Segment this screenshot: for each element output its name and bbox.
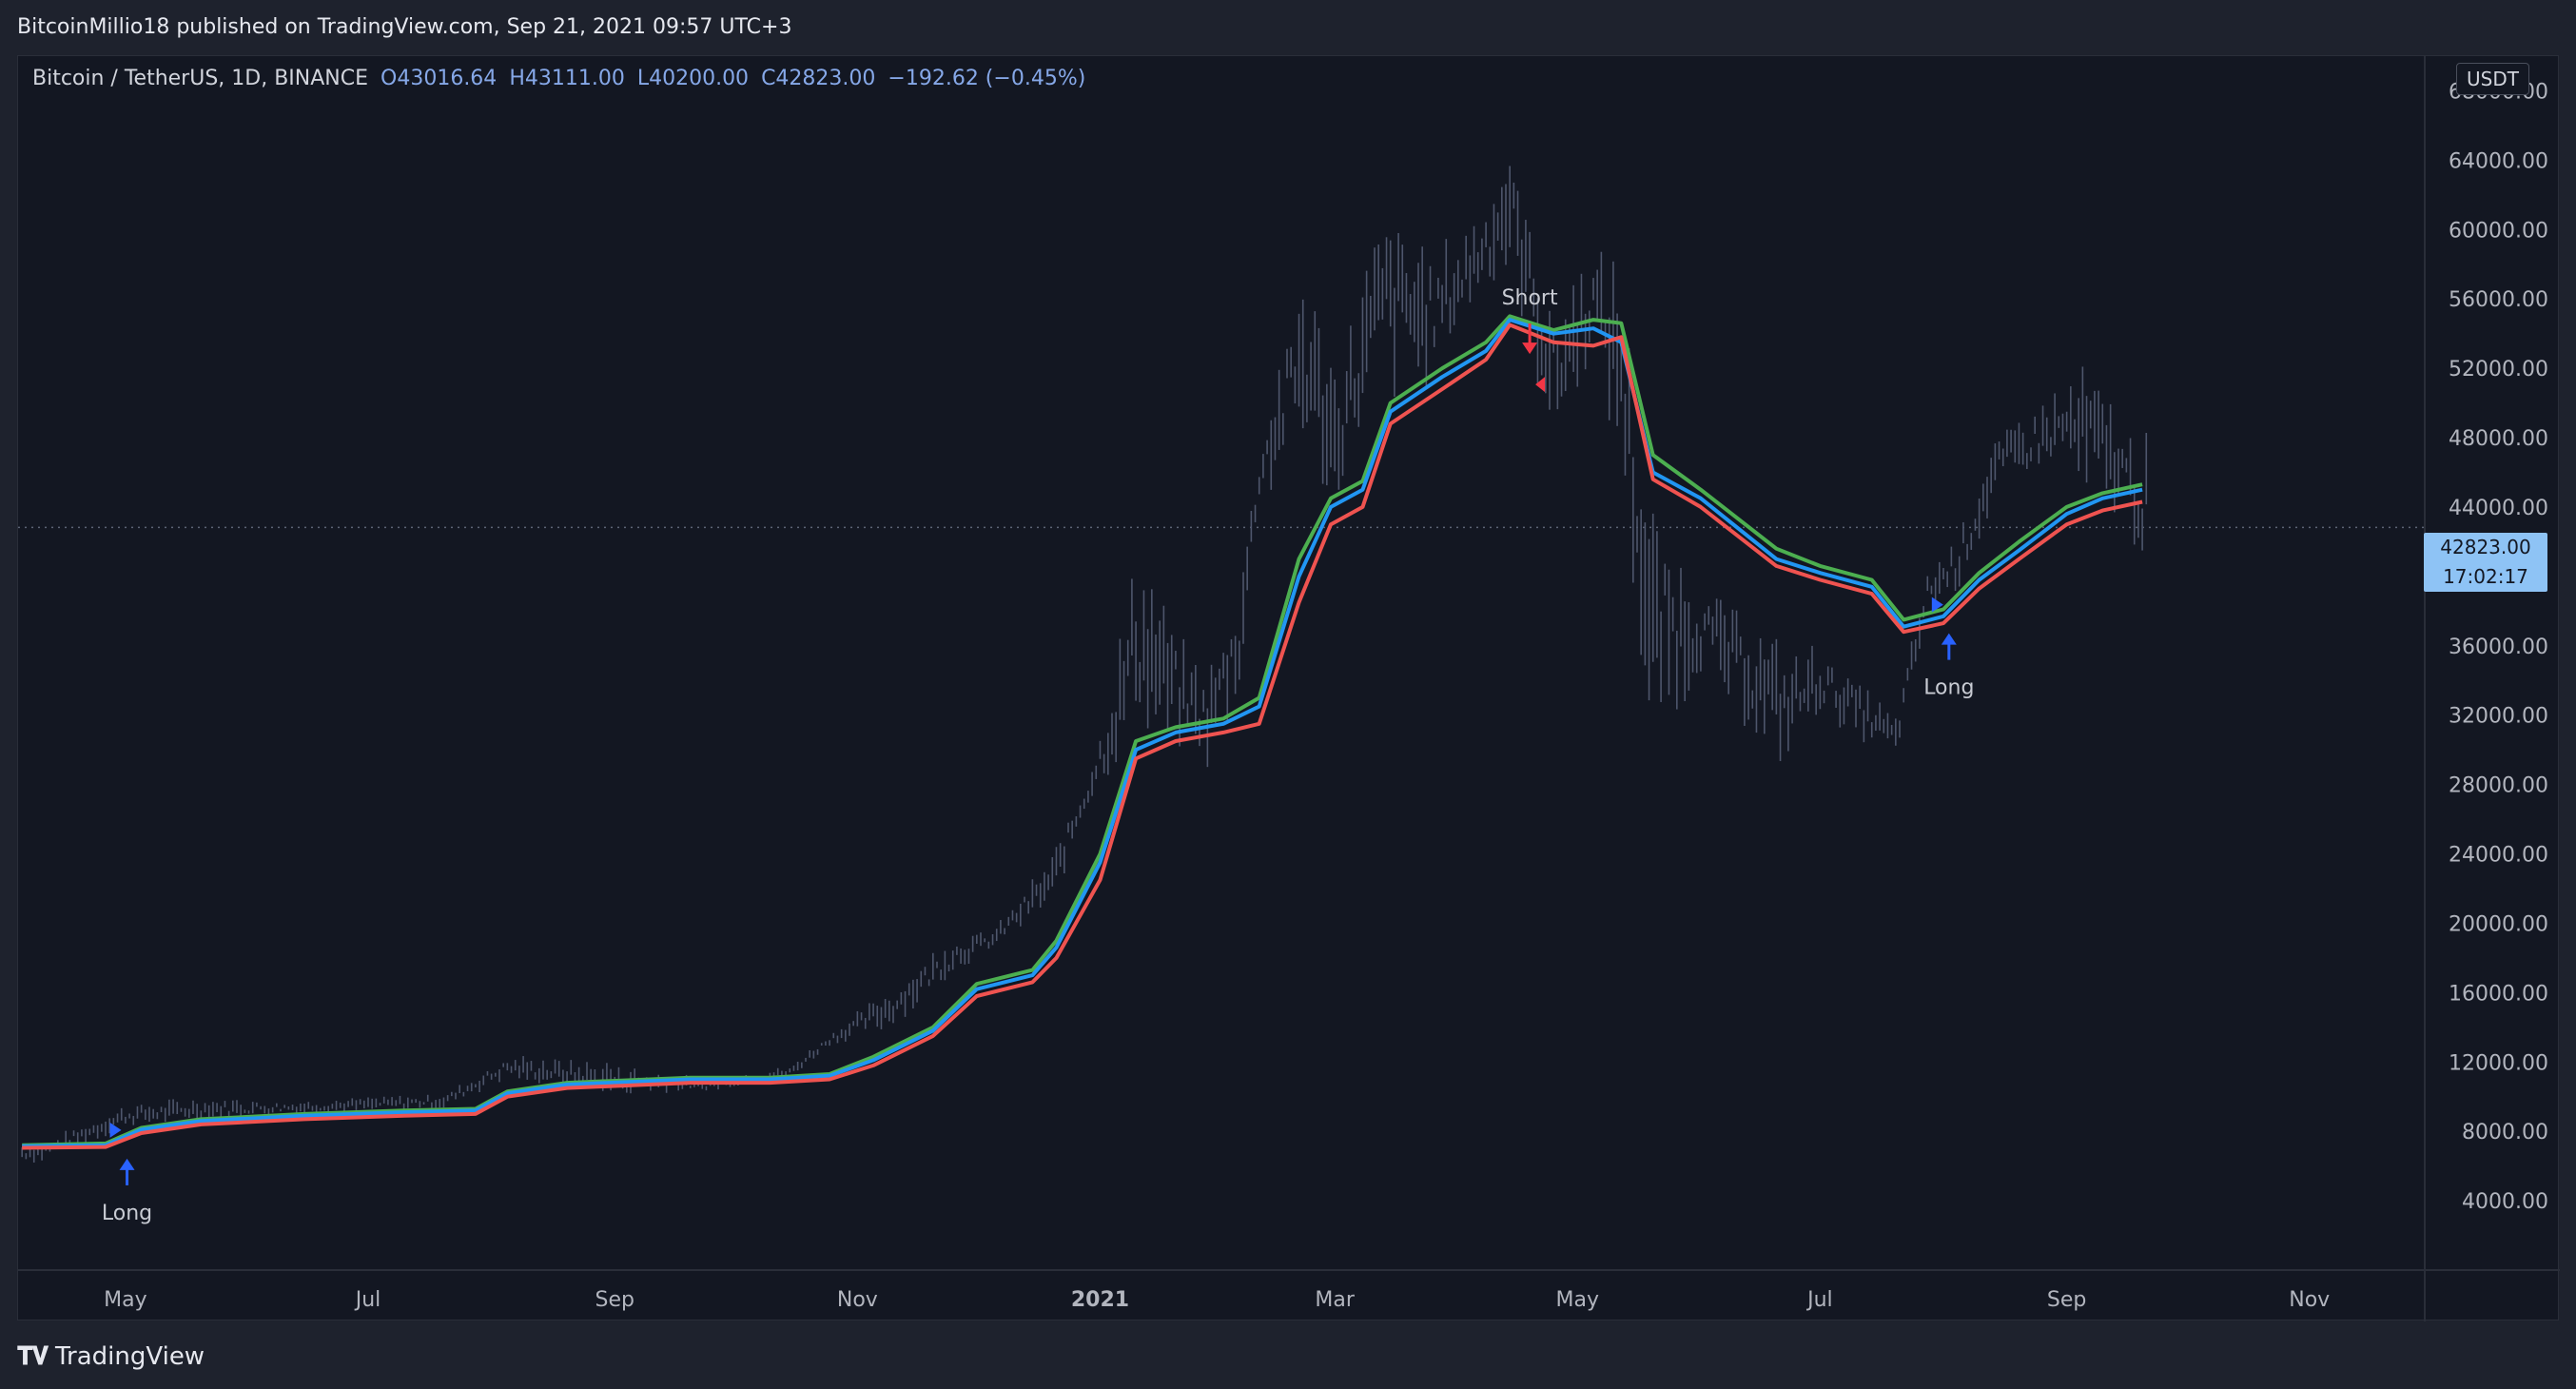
band-line-1 <box>22 318 2143 1148</box>
x-tick-label: Jul <box>354 1288 381 1312</box>
y-tick-label: 56000.00 <box>2449 288 2548 312</box>
x-tick-label: Nov <box>2289 1288 2330 1312</box>
long-arrow-head <box>1941 633 1957 645</box>
y-tick-label: 24000.00 <box>2449 844 2548 868</box>
long-arrow-head <box>119 1158 135 1170</box>
x-tick-label: Sep <box>2047 1288 2086 1312</box>
y-tick-label: 36000.00 <box>2449 636 2548 659</box>
x-tick-label: Jul <box>1805 1288 1833 1312</box>
bar-countdown: 17:02:17 <box>2443 565 2528 588</box>
axes: 4000.00 8000.00 12000.00 16000.00 20000.00 24… <box>18 56 2560 1321</box>
close-value: C42823.00 <box>761 67 876 90</box>
price-bars <box>21 166 2148 1163</box>
change-value: −192.62 (−0.45%) <box>888 67 1086 90</box>
signals: Long Short Long <box>102 286 1975 1225</box>
x-tick-label: Mar <box>1315 1288 1355 1312</box>
chart-frame[interactable]: 4000.00 8000.00 12000.00 16000.00 20000.00 24… <box>17 55 2560 1321</box>
long-marker <box>1931 597 1943 613</box>
band-line-2 <box>22 323 2143 1150</box>
x-tick-label: Nov <box>837 1288 878 1312</box>
x-tick-label: May <box>104 1288 146 1312</box>
y-tick-label: 8000.00 <box>2462 1121 2548 1144</box>
currency-selector[interactable]: USDT <box>2456 63 2529 95</box>
y-tick-label: 28000.00 <box>2449 774 2548 798</box>
long-label: Long <box>102 1202 152 1225</box>
y-tick-label: 4000.00 <box>2462 1190 2548 1214</box>
publish-info: BitcoinMillio18 published on TradingView… <box>17 15 792 39</box>
y-tick-label: 52000.00 <box>2449 358 2548 381</box>
low-value: L40200.00 <box>636 67 750 90</box>
band-lines <box>22 314 2143 1150</box>
brand-name: TradingView <box>54 1342 205 1371</box>
y-tick-label: 16000.00 <box>2449 982 2548 1006</box>
y-tick-label: 60000.00 <box>2449 219 2548 243</box>
open-value: O43016.64 <box>381 67 498 90</box>
y-tick-label: 64000.00 <box>2449 149 2548 173</box>
price-chart[interactable]: 4000.00 8000.00 12000.00 16000.00 20000.00 24… <box>18 56 2560 1321</box>
y-tick-label: 20000.00 <box>2449 912 2548 936</box>
last-price-value: 42823.00 <box>2440 536 2531 558</box>
symbol-legend: Bitcoin / TetherUS, 1D, BINANCE O43016.6… <box>32 63 1091 95</box>
tradingview-logo-icon: 𝐓𝐕 <box>17 1342 49 1371</box>
short-arrow-head <box>1522 342 1538 355</box>
y-tick-label: 48000.00 <box>2449 427 2548 451</box>
y-tick-label: 12000.00 <box>2449 1051 2548 1075</box>
short-label: Short <box>1502 286 1558 310</box>
x-tick-label: 2021 <box>1071 1288 1129 1312</box>
y-tick-label: 32000.00 <box>2449 705 2548 729</box>
footer-brand[interactable]: 𝐓𝐕 TradingView <box>17 1338 205 1376</box>
last-price-tag: 42823.00 17:02:17 <box>2424 533 2547 592</box>
long-label: Long <box>1923 676 1974 700</box>
x-tick-label: Sep <box>595 1288 634 1312</box>
y-tick-label: 44000.00 <box>2449 497 2548 520</box>
band-line-0 <box>22 314 2143 1147</box>
long-marker <box>109 1122 122 1138</box>
short-marker <box>1535 377 1546 393</box>
high-value: H43111.00 <box>509 67 625 90</box>
symbol-name[interactable]: Bitcoin / TetherUS, 1D, BINANCE <box>32 67 369 90</box>
x-tick-label: May <box>1556 1288 1599 1312</box>
